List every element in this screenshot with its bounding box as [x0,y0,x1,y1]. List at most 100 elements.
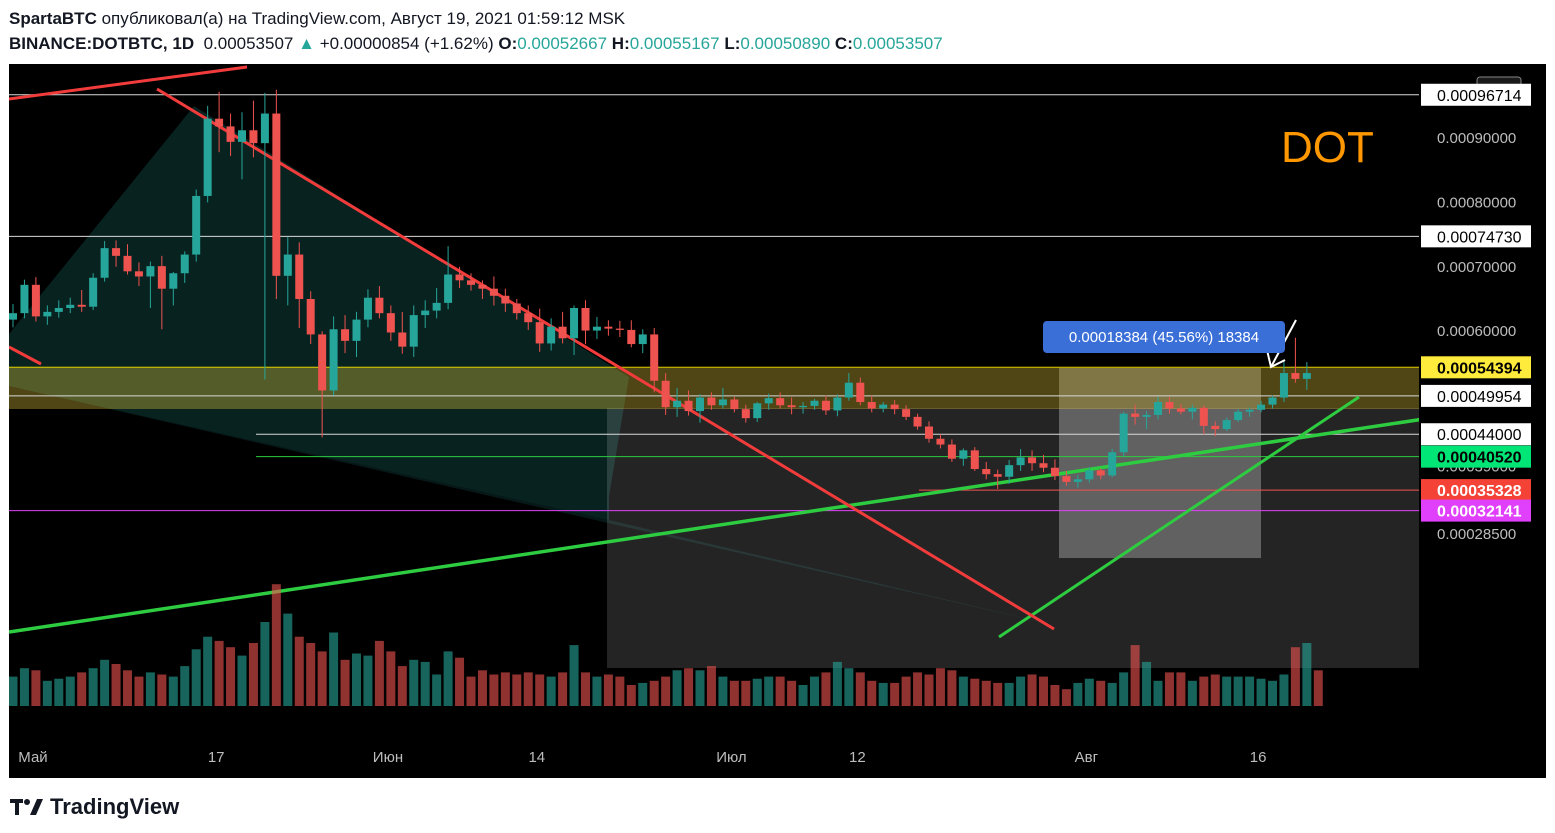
volume-bar-62 [718,676,728,706]
ohlc-line: BINANCE:DOTBTC, 1D 0.00053507 ▲ +0.00000… [9,31,1549,56]
candle-body-53 [615,328,624,330]
candle-body-48 [558,326,567,339]
candle-body-45 [524,313,533,323]
candle-body-14 [169,273,178,289]
short-green-trendline [998,395,1360,639]
low-label: L: [724,34,741,53]
volume-bar-75 [867,680,877,706]
candle-body-58 [673,400,682,408]
price-label-bg-3 [1421,384,1531,407]
chart-svg[interactable]: 0.00018384 (45.56%) 18384 DOT 0.00090000 0.… [9,64,1546,778]
volume-bar-99 [1142,661,1152,706]
volume-bar-41 [477,670,487,706]
volume-bar-98 [1130,645,1140,706]
volume-bar-76 [878,682,888,706]
volume-bar-48 [558,672,568,706]
candle-body-99 [1142,414,1151,417]
candle-body-60 [696,397,704,412]
volume-bar-34 [397,666,407,706]
volume-bar-45 [523,672,533,706]
measure-label-bg [1043,321,1285,353]
candle-body-68 [787,405,796,408]
candle-body-35 [409,315,418,347]
price-label-1: 0.00074730 [1421,225,1531,248]
volume-bar-33 [386,651,396,706]
price-label-2: 0.00054394 [1421,356,1531,379]
candle-body-56 [650,334,659,381]
candle-body-107 [1234,411,1243,421]
candle-body-2 [31,284,40,317]
candle-body-73 [844,382,853,398]
candle-body-8 [100,248,109,278]
candle-body-57 [661,380,670,408]
volume-bar-100 [1153,680,1163,706]
candle-body-43 [501,295,510,304]
volume-bar-71 [821,672,831,706]
candle-body-12 [146,266,155,277]
falling-red-trendline [156,87,1055,631]
candle-body-84 [970,450,979,470]
candle-body-15 [180,254,189,274]
candle-body-55 [638,334,647,345]
candle-body-75 [867,402,876,409]
volume-bar-94 [1084,678,1094,706]
volume-bar-82 [947,670,957,706]
volume-bar-8 [100,659,110,706]
chart-area[interactable]: 0.00018384 (45.56%) 18384 DOT 0.00090000 0.… [9,64,1546,778]
candle-body-90 [1039,463,1048,468]
volume-bar-107 [1233,676,1243,706]
volume-bar-3 [42,680,52,706]
candle-body-112 [1291,373,1300,379]
candle-body-113 [1302,373,1311,379]
volume-bar-56 [649,680,659,706]
candle-body-11 [134,271,143,277]
price-label-text-3: 0.00049954 [1437,389,1522,406]
x-tick-label-1: 17 [208,749,225,766]
price-label-text-0: 0.00096714 [1437,88,1522,105]
candle-body-23 [272,113,281,276]
open-label: O: [498,34,518,53]
candle-body-36 [421,310,430,316]
volume-bar-92 [1061,689,1071,706]
candle-body-51 [592,326,601,331]
volume-bar-14 [168,676,178,706]
candle-body-25 [295,254,304,299]
candle-body-102 [1176,408,1185,412]
volume-bar-103 [1187,680,1197,706]
price-label-7: 0.00032141 [1421,499,1531,522]
author-name[interactable]: SpartaBTC [9,9,97,28]
volume-bar-102 [1176,672,1186,706]
price-label-0: 0.00096714 [1421,83,1531,106]
volume-bar-26 [306,643,316,706]
volume-bar-0 [9,676,18,706]
volume-bar-52 [603,674,613,706]
candle-body-86 [993,474,1002,477]
price-label-5: 0.00040520 [1421,445,1531,468]
close-label: C: [834,34,853,53]
high-value: 0.00055167 [629,34,720,53]
volume-bar-20 [237,655,247,706]
volume-bar-105 [1210,674,1220,706]
tradingview-logo[interactable]: TradingView [10,793,179,821]
volume-bar-73 [844,668,854,706]
volume-bar-85 [981,680,991,706]
volume-bar-9 [111,664,121,706]
volume-bar-63 [729,680,739,706]
volume-bar-111 [1279,674,1289,706]
candle-body-13 [157,266,166,289]
candle-body-88 [1016,457,1025,466]
price-label-3: 0.00049954 [1421,384,1531,407]
candle-body-19 [226,126,235,142]
candle-body-105 [1211,425,1220,430]
volume-bar-5 [65,676,75,706]
volume-bar-101 [1164,672,1174,706]
volume-bar-108 [1245,676,1255,706]
candle-body-71 [821,400,830,411]
candle-body-110 [1268,397,1277,405]
volume-bar-7 [88,668,98,706]
volume-bar-109 [1256,678,1266,706]
volume-bar-83 [958,676,968,706]
candle-body-72 [833,397,842,411]
volume-bar-74 [855,672,865,706]
candle-body-62 [718,399,727,406]
